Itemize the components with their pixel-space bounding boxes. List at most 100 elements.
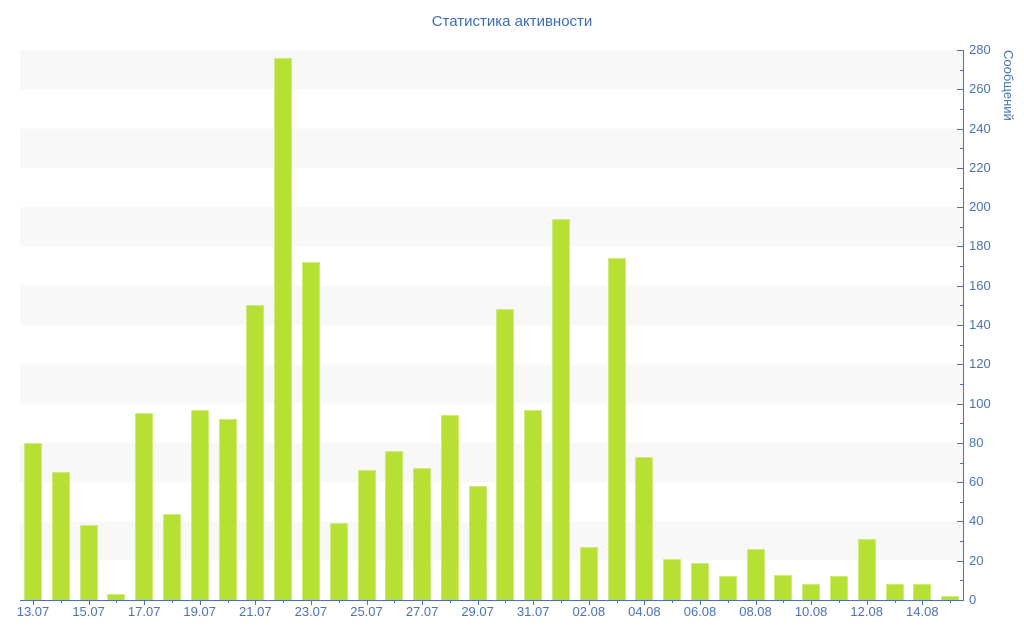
y-tick (957, 364, 963, 366)
x-tick-label: 12.08 (850, 604, 883, 619)
x-tick (477, 601, 479, 605)
x-tick (88, 601, 90, 605)
bar (552, 218, 570, 600)
y-tick (957, 89, 963, 91)
x-tick-label: 21.07 (239, 604, 272, 619)
y-tick (960, 187, 963, 189)
bar (579, 547, 598, 600)
x-tick (866, 601, 868, 605)
bar (913, 584, 932, 600)
y-tick (957, 285, 963, 287)
bar (440, 415, 459, 600)
bar (24, 442, 42, 600)
x-tick (644, 601, 646, 605)
y-tick-label: 220 (969, 159, 991, 175)
bar (190, 409, 209, 600)
bar (774, 574, 793, 600)
y-tick-label: 160 (969, 277, 991, 293)
bar (857, 539, 876, 600)
y-axis-line (963, 50, 964, 601)
x-tick (505, 601, 507, 603)
bar (79, 525, 98, 600)
chart-title: Статистика активности (431, 13, 593, 30)
x-tick (894, 601, 896, 603)
x-tick-label: 19.07 (183, 604, 216, 619)
x-tick (950, 601, 952, 603)
x-tick (672, 601, 674, 603)
bar (663, 558, 682, 600)
y-tick-label: 180 (969, 238, 991, 254)
bar (51, 472, 70, 600)
y-tick (957, 128, 963, 130)
y-tick-label: 0 (969, 592, 977, 607)
bar (218, 419, 237, 600)
x-tick (310, 601, 312, 605)
y-tick (957, 167, 963, 169)
x-tick-label: 27.07 (405, 604, 439, 619)
y-tick-label: 80 (969, 434, 984, 450)
y-tick (960, 462, 963, 464)
y-tick (960, 580, 963, 582)
bar (718, 576, 737, 600)
x-tick (838, 601, 840, 603)
bar (246, 305, 265, 600)
y-tick (960, 541, 963, 543)
y-tick (960, 344, 963, 346)
x-tick (727, 601, 729, 603)
x-tick (783, 601, 785, 603)
x-tick-label: 10.08 (794, 604, 828, 619)
x-tick-label: 06.08 (683, 604, 717, 619)
x-tick (255, 601, 257, 605)
y-tick-label: 260 (969, 81, 991, 97)
x-tick-label: 15.07 (72, 604, 105, 619)
bar (468, 486, 487, 600)
x-tick (422, 601, 424, 605)
y-tick-label: 280 (969, 42, 991, 57)
x-tick (171, 601, 173, 603)
bar (107, 594, 126, 600)
bar (329, 523, 348, 600)
bar (829, 576, 848, 600)
bar (301, 262, 320, 600)
x-tick-label: 25.07 (350, 604, 383, 619)
x-tick (922, 601, 924, 605)
y-tick-label: 200 (969, 199, 991, 215)
plot-area (20, 50, 963, 601)
y-tick (960, 266, 963, 268)
x-tick-label: 02.08 (572, 604, 606, 619)
x-tick (283, 601, 285, 603)
x-tick (394, 601, 396, 603)
y-tick (960, 226, 963, 228)
x-tick (616, 601, 618, 603)
x-tick-label: 14.08 (906, 604, 939, 619)
x-tick (755, 601, 757, 605)
bar (524, 409, 543, 600)
y-tick-label: 40 (969, 513, 984, 529)
y-tick (960, 305, 963, 307)
y-tick (960, 501, 963, 503)
y-tick (960, 69, 963, 71)
bar (802, 584, 821, 600)
x-tick (588, 601, 590, 605)
y-tick-label: 20 (969, 552, 984, 568)
bar (496, 309, 515, 600)
y-tick (960, 148, 963, 150)
x-tick (338, 601, 340, 603)
bar (691, 562, 709, 600)
y-tick (957, 442, 963, 444)
x-tick (561, 601, 562, 603)
y-tick-label: 140 (969, 317, 991, 332)
x-tick (700, 601, 701, 605)
x-tick-label: 13.07 (16, 604, 50, 619)
y-tick (957, 403, 963, 405)
bar (635, 456, 654, 600)
y-tick (957, 560, 963, 562)
x-tick (449, 601, 451, 603)
x-tick (33, 601, 34, 605)
x-tick-label: 31.07 (516, 604, 550, 619)
x-tick-label: 17.07 (127, 604, 161, 619)
bar (385, 450, 404, 600)
y-tick-label: 120 (969, 356, 991, 372)
bar (746, 548, 765, 600)
